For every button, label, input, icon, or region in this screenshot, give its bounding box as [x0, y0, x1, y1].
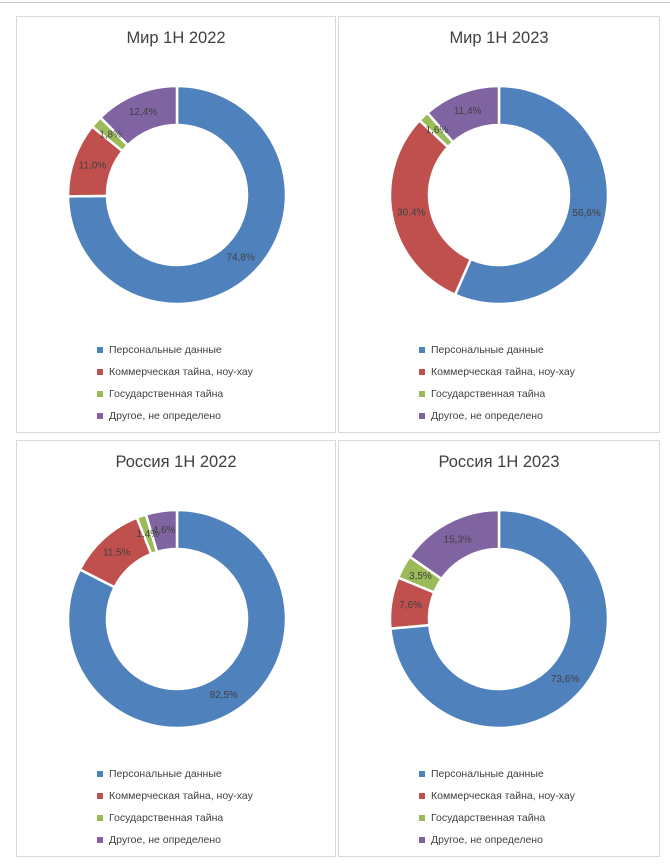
donut-chart: 82,5% 11,5% 1,4%4,6%	[66, 508, 288, 730]
legend-swatch	[97, 391, 103, 397]
legend-label: Персональные данные	[109, 344, 222, 356]
legend-item-commercial-secret: Коммерческая тайна, ноу-хау	[97, 361, 253, 383]
legend-item-commercial-secret: Коммерческая тайна, ноу-хау	[419, 361, 575, 383]
legend-swatch	[97, 815, 103, 821]
data-label-other: 15,3%	[443, 534, 471, 545]
data-label-personal-data: 74,8%	[227, 253, 255, 264]
legend-item-personal-data: Персональные данные	[419, 339, 575, 361]
legend-swatch	[97, 347, 103, 353]
data-label-personal-data: 82,5%	[210, 690, 238, 701]
legend-label: Государственная тайна	[431, 812, 546, 824]
data-label-state-secret: 1,6%	[426, 125, 449, 136]
legend-label: Другое, не определено	[109, 410, 221, 422]
chart-title: Мир 1H 2023	[449, 29, 549, 47]
legend-item-other: Другое, не определено	[419, 829, 575, 851]
legend-item-personal-data: Персональные данные	[97, 763, 253, 785]
legend-label: Другое, не определено	[431, 834, 543, 846]
data-label-other: 11,4%	[454, 106, 482, 117]
data-label-commercial-secret: 11,5%	[103, 547, 131, 558]
legend-label: Персональные данные	[431, 768, 544, 780]
chart-panel-world-2023: Мир 1H 2023 56,6% 30,4% 1,6% 11,4% Персонал…	[338, 16, 660, 433]
data-label-commercial-secret: 7,6%	[399, 600, 422, 611]
legend-item-other: Другое, не определено	[97, 829, 253, 851]
legend-label: Государственная тайна	[109, 812, 224, 824]
legend-item-state-secret: Государственная тайна	[419, 807, 575, 829]
chart-legend: Персональные данные Коммерческая тайна, н…	[419, 339, 575, 427]
chart-title: Мир 1H 2022	[126, 29, 226, 47]
data-label-state-secret: 1,4%	[136, 529, 159, 540]
legend-swatch	[419, 771, 425, 777]
chart-panel-russia-2022: Россия 1H 2022 82,5% 11,5% 1,4% 4,6% Персон…	[16, 440, 336, 857]
legend-swatch	[419, 815, 425, 821]
legend-swatch	[97, 771, 103, 777]
legend-swatch	[419, 347, 425, 353]
legend-swatch	[97, 793, 103, 799]
legend-swatch	[419, 837, 425, 843]
legend-item-state-secret: Государственная тайна	[419, 383, 575, 405]
data-label-state-secret: 3,5%	[409, 571, 432, 582]
data-label-other: 12,4%	[129, 107, 157, 118]
donut-slice-other	[98, 84, 179, 147]
donut-chart: 74,8% 11,0% 1,8% 12,4%	[66, 84, 288, 306]
donut-slice-personal-data	[389, 508, 610, 730]
legend-swatch	[419, 793, 425, 799]
chart-title: Россия 1H 2022	[115, 453, 237, 471]
data-label-commercial-secret: 30,4%	[397, 208, 425, 219]
donut-slice-personal-data	[66, 508, 288, 730]
chart-legend: Персональные данные Коммерческая тайна, н…	[97, 763, 253, 851]
legend-label: Коммерческая тайна, ноу-хау	[431, 366, 575, 378]
donut-slice-personal-data	[66, 84, 288, 306]
donut-slice-other	[144, 508, 179, 554]
legend-item-other: Другое, не определено	[97, 405, 253, 427]
legend-swatch	[419, 369, 425, 375]
data-label-personal-data: 56,6%	[572, 208, 600, 219]
page-top-border	[0, 2, 670, 3]
chart-panel-world-2022: Мир 1H 2022 74,8% 11,0% 1,8% 12,4% Персонал…	[16, 16, 336, 433]
legend-item-state-secret: Государственная тайна	[97, 807, 253, 829]
donut-slice-other	[407, 508, 501, 581]
legend-item-state-secret: Государственная тайна	[97, 383, 253, 405]
chart-panel-russia-2023: Россия 1H 2023 73,6% 7,6% 3,5% 15,3% Персон…	[338, 440, 660, 857]
chart-legend: Персональные данные Коммерческая тайна, н…	[97, 339, 253, 427]
legend-item-commercial-secret: Коммерческая тайна, ноу-хау	[419, 785, 575, 807]
legend-label: Другое, не определено	[431, 410, 543, 422]
legend-item-personal-data: Персональные данные	[419, 763, 575, 785]
legend-swatch	[419, 391, 425, 397]
legend-swatch	[97, 369, 103, 375]
donut-chart: 56,6% 30,4% 1,6% 11,4%	[388, 84, 610, 306]
chart-title: Россия 1H 2023	[438, 453, 560, 471]
legend-item-commercial-secret: Коммерческая тайна, ноу-хау	[97, 785, 253, 807]
data-label-commercial-secret: 11,0%	[79, 160, 107, 171]
data-label-personal-data: 73,6%	[551, 674, 579, 685]
legend-label: Другое, не определено	[109, 834, 221, 846]
legend-swatch	[419, 413, 425, 419]
legend-swatch	[97, 413, 103, 419]
legend-label: Коммерческая тайна, ноу-хау	[109, 366, 253, 378]
donut-slice-other	[425, 84, 501, 144]
data-label-state-secret: 1,8%	[99, 130, 122, 141]
legend-swatch	[97, 837, 103, 843]
legend-label: Государственная тайна	[109, 388, 224, 400]
legend-label: Коммерческая тайна, ноу-хау	[109, 790, 253, 802]
donut-chart: 73,6% 7,6% 3,5% 15,3%	[388, 508, 610, 730]
legend-label: Государственная тайна	[431, 388, 546, 400]
donut-slice-personal-data	[453, 84, 610, 306]
data-label-other: 4,6%	[153, 525, 176, 536]
legend-label: Персональные данные	[109, 768, 222, 780]
legend-item-other: Другое, не определено	[419, 405, 575, 427]
legend-label: Персональные данные	[431, 344, 544, 356]
legend-label: Коммерческая тайна, ноу-хау	[431, 790, 575, 802]
legend-item-personal-data: Персональные данные	[97, 339, 253, 361]
chart-legend: Персональные данные Коммерческая тайна, н…	[419, 763, 575, 851]
